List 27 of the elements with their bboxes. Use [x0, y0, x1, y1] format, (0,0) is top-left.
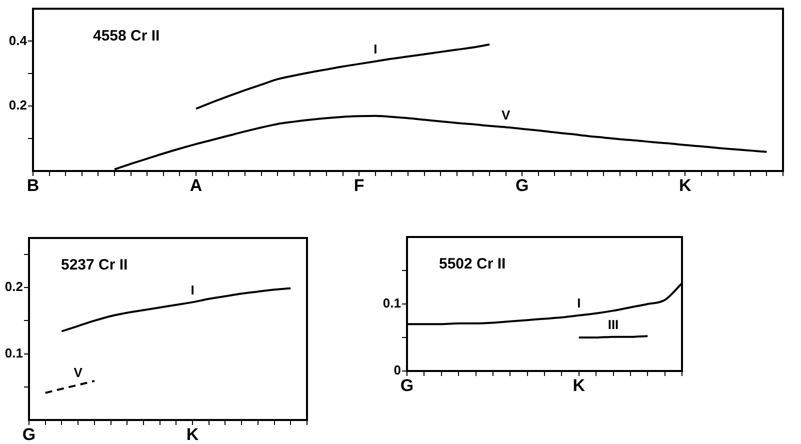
x-tick-label: K	[186, 424, 200, 444]
line-series	[44, 380, 96, 394]
x-tick-label: B	[26, 176, 40, 195]
series-label: V	[74, 365, 83, 380]
x-tick-label: G	[400, 376, 414, 395]
x-tick-label: K	[679, 176, 692, 195]
series-label: I	[577, 295, 581, 310]
series-label: III	[608, 316, 619, 332]
series-label: I	[190, 282, 194, 298]
x-tick-label: G	[22, 424, 36, 444]
y-tick-label: 0.4	[8, 32, 28, 48]
x-tick-label: A	[190, 176, 202, 195]
text: 4558 Cr II	[93, 27, 160, 44]
series-label: V	[501, 107, 510, 122]
x-tick-label: G	[516, 176, 529, 195]
series-label: I	[374, 41, 378, 56]
y-tick-label: 0.1	[4, 345, 23, 360]
y-tick-label: 0	[394, 362, 401, 378]
y-tick-label: 0.1	[382, 296, 401, 311]
text: 5237 Cr II	[61, 256, 128, 274]
text: 5502 Cr II	[439, 256, 506, 273]
x-tick-label: F	[354, 176, 364, 195]
y-tick-label: 0.2	[8, 98, 27, 113]
x-tick-label: K	[572, 376, 586, 395]
line-series	[195, 43, 491, 110]
line-series	[60, 287, 292, 332]
y-tick-label: 0.2	[4, 279, 23, 294]
